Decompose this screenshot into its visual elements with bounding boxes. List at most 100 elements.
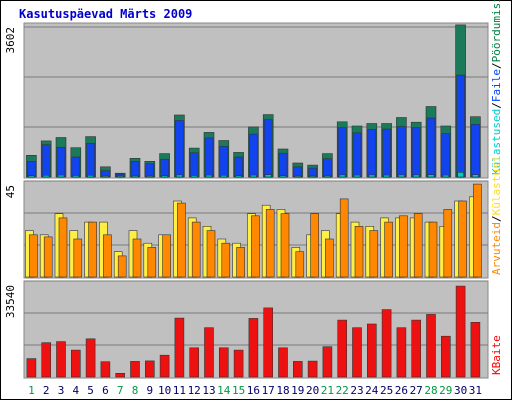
bar-top-faile-17 <box>263 119 273 178</box>
bar-top-k-lastused-20 <box>309 175 316 178</box>
bar-top-faile-30 <box>456 74 465 178</box>
bar-bottom-kbaite-10 <box>159 354 170 378</box>
bar-top-k-lastused-19 <box>294 175 302 178</box>
legend-item-top-3: / <box>490 62 503 69</box>
bar-top-faile-26 <box>397 126 406 178</box>
bar-middle-arvuteid-31 <box>473 183 482 278</box>
bar-top-faile-15 <box>234 156 243 178</box>
day-label-24: 24 <box>365 384 379 397</box>
bar-top-k-lastused-17 <box>264 174 272 178</box>
day-label-5: 5 <box>87 384 94 397</box>
legend-item-top-4: Pöördumisi <box>490 0 503 62</box>
bar-top-k-lastused-21 <box>324 175 331 178</box>
bar-top-k-lastused-27 <box>412 174 420 178</box>
bar-top-k-lastused-13 <box>205 174 213 178</box>
bar-top-k-lastused-22 <box>338 174 346 178</box>
bar-middle-arvuteid-10 <box>162 234 171 278</box>
bar-top-k-lastused-1 <box>28 175 35 178</box>
day-label-30: 30 <box>454 384 467 397</box>
legend-item-top-0: Külastused <box>490 109 503 175</box>
scale-label-top: 3602 <box>4 27 17 54</box>
bar-top-k-lastused-28 <box>427 174 435 178</box>
bar-top-faile-25 <box>382 128 391 178</box>
bar-bottom-kbaite-12 <box>189 347 199 378</box>
legend-bottom: KBaite <box>490 335 503 375</box>
bar-top-k-lastused-8 <box>131 175 139 178</box>
bar-middle-arvuteid-9 <box>147 247 157 278</box>
bar-top-faile-3 <box>56 147 66 178</box>
bar-bottom-kbaite-6 <box>100 361 111 378</box>
bar-top-faile-9 <box>145 163 155 178</box>
bar-top-k-lastused-5 <box>87 175 94 178</box>
bar-top-faile-8 <box>130 161 140 178</box>
day-label-13: 13 <box>202 384 215 397</box>
legend-item-middle-2: Külastusi <box>490 156 503 216</box>
bar-middle-arvuteid-30 <box>458 200 467 278</box>
bar-top-faile-18 <box>278 152 288 178</box>
bar-bottom-kbaite-16 <box>248 318 259 378</box>
bar-middle-arvuteid-29 <box>443 209 453 278</box>
bar-middle-arvuteid-16 <box>251 215 260 278</box>
bar-bottom-kbaite-30 <box>455 285 466 378</box>
bar-top-k-lastused-14 <box>220 175 228 178</box>
bar-middle-arvuteid-22 <box>339 198 349 278</box>
day-label-31: 31 <box>469 384 482 397</box>
day-label-22: 22 <box>336 384 349 397</box>
bar-top-k-lastused-4 <box>72 175 80 178</box>
bar-bottom-kbaite-26 <box>396 327 407 378</box>
bar-middle-arvuteid-1 <box>29 234 38 278</box>
bar-middle-arvuteid-5 <box>88 221 97 278</box>
day-label-14: 14 <box>217 384 231 397</box>
bar-bottom-kbaite-20 <box>307 360 318 378</box>
bar-bottom-kbaite-18 <box>278 347 288 378</box>
bar-top-k-lastused-9 <box>146 175 154 178</box>
bar-bottom-kbaite-19 <box>292 361 303 378</box>
bar-top-faile-23 <box>352 132 362 178</box>
bar-middle-arvuteid-18 <box>280 213 290 278</box>
scale-label-middle: 45 <box>4 185 17 198</box>
legends: Külastused/Faile/PöördumisiArvuteid/Küla… <box>490 0 503 375</box>
legend-item-middle-0: Arvuteid <box>490 222 503 275</box>
day-label-21: 21 <box>321 384 334 397</box>
bar-bottom-kbaite-28 <box>426 314 436 378</box>
bar-top-faile-27 <box>411 127 421 178</box>
bar-top-k-lastused-7 <box>116 175 124 178</box>
bar-bottom-kbaite-4 <box>71 349 81 378</box>
bar-top-faile-20 <box>308 167 317 178</box>
bar-middle-arvuteid-8 <box>132 238 142 278</box>
legend-item-middle-1: / <box>490 215 503 222</box>
bar-top-faile-5 <box>86 143 95 178</box>
bar-middle-arvuteid-21 <box>325 238 334 278</box>
chart-title: Kasutuspäevad Märts 2009 <box>19 7 192 21</box>
day-label-28: 28 <box>424 384 437 397</box>
chart-bars <box>25 24 482 378</box>
day-label-7: 7 <box>117 384 124 397</box>
bar-bottom-kbaite-3 <box>56 341 66 378</box>
bar-top-k-lastused-26 <box>398 174 405 178</box>
bar-middle-arvuteid-11 <box>177 202 186 278</box>
day-label-19: 19 <box>291 384 304 397</box>
bar-bottom-kbaite-31 <box>470 321 481 378</box>
bar-top-k-lastused-16 <box>250 174 257 178</box>
bar-middle-arvuteid-2 <box>43 236 53 278</box>
bar-top-faile-4 <box>71 156 81 178</box>
bar-top-faile-28 <box>426 117 436 178</box>
bar-top-faile-10 <box>160 158 169 178</box>
bar-bottom-kbaite-27 <box>411 319 422 378</box>
bar-top-faile-31 <box>471 124 480 178</box>
bar-bottom-kbaite-7 <box>115 372 125 378</box>
day-label-20: 20 <box>306 384 319 397</box>
bar-top-faile-11 <box>175 120 184 178</box>
day-label-10: 10 <box>158 384 171 397</box>
bar-top-k-lastused-10 <box>161 175 168 178</box>
bar-bottom-kbaite-23 <box>352 327 362 378</box>
bar-top-faile-12 <box>189 152 199 178</box>
bar-top-k-lastused-11 <box>176 174 183 178</box>
day-label-27: 27 <box>410 384 423 397</box>
bar-middle-arvuteid-20 <box>310 213 319 278</box>
bar-top-k-lastused-24 <box>368 174 376 178</box>
bar-bottom-kbaite-9 <box>145 360 155 378</box>
bar-top-faile-2 <box>41 144 51 178</box>
bar-top-faile-19 <box>293 166 303 178</box>
scale-label-bottom: 33540 <box>4 285 17 318</box>
